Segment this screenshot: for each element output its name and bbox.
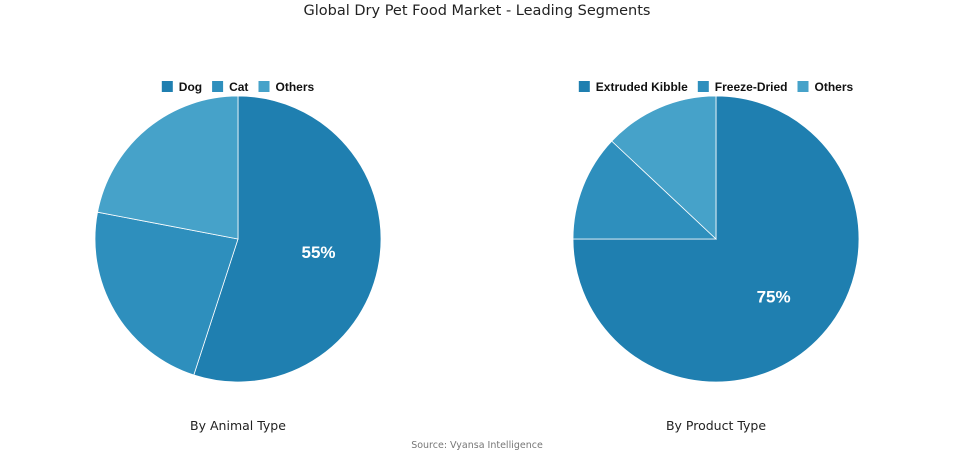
legend-swatch — [212, 81, 224, 92]
chart-title: Global Dry Pet Food Market - Leading Seg… — [304, 3, 651, 19]
legend-item: Cat — [212, 80, 248, 94]
pie-slices — [94, 95, 382, 383]
pie-subtitle: By Product Type — [666, 418, 766, 433]
legend-label: Cat — [229, 80, 248, 94]
legend-label: Extruded Kibble — [596, 80, 688, 94]
source-note: Source: Vyansa Intelligence — [411, 440, 543, 451]
pie-chart-product-type: Extruded Kibble Freeze-Dried Others 75% By… — [572, 80, 860, 433]
pie-slice-dog — [193, 95, 382, 383]
pie-slice-others — [611, 95, 717, 240]
slice-percent-label: 75% — [757, 288, 791, 307]
pie-chart-animal-type: Dog Cat Others 55% By Animal Type — [94, 80, 382, 433]
legend-item: Dog — [161, 80, 202, 94]
pie-slice-freeze-dried — [572, 140, 718, 240]
legend-swatch — [578, 81, 590, 92]
legend-swatch — [161, 81, 173, 92]
legend-item: Freeze-Dried — [697, 80, 788, 94]
legend-swatch — [258, 81, 270, 92]
legend-item: Extruded Kibble — [578, 80, 688, 94]
pie-slice-cat — [94, 211, 239, 376]
legend-item: Others — [797, 80, 854, 94]
legend-label: Others — [815, 80, 854, 94]
legend-swatch — [697, 81, 709, 92]
pie-labels: 75% — [757, 288, 791, 307]
legend: Extruded Kibble Freeze-Dried Others — [578, 80, 854, 94]
pie-subtitle: By Animal Type — [190, 418, 286, 433]
legend-label: Freeze-Dried — [715, 80, 788, 94]
pie-slices — [572, 95, 860, 383]
legend-label: Dog — [179, 80, 202, 94]
pie-slice-others — [97, 95, 239, 240]
legend-label: Others — [276, 80, 315, 94]
pie-slice-extruded-kibble — [572, 95, 860, 383]
pie-labels: 55% — [301, 243, 335, 262]
legend-item: Others — [258, 80, 315, 94]
slice-percent-label: 55% — [301, 243, 335, 262]
legend-swatch — [797, 81, 809, 92]
legend: Dog Cat Others — [161, 80, 315, 94]
